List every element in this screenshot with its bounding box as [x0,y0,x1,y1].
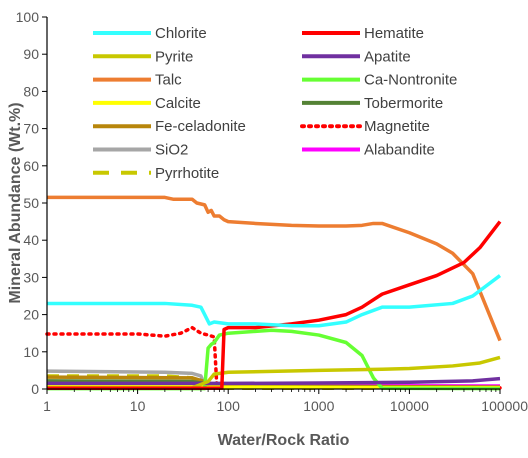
x-tick-label: 100 [217,398,241,414]
series-lines [45,195,502,391]
series-line-apatite [47,376,501,386]
legend-item-sio2: SiO2 [93,142,188,159]
y-tick-label: 50 [23,195,39,211]
y-tick-label: 100 [16,9,40,25]
legend-label: Tobermorite [364,95,443,112]
legend-item-ca-nontronite: Ca-Nontronite [302,72,457,89]
legend-item-apatite: Apatite [302,48,411,65]
legend-item-chlorite: Chlorite [93,25,207,42]
y-tick-label: 60 [23,158,39,174]
legend-item-pyrite: Pyrite [93,48,193,65]
legend-label: Hematite [364,25,424,42]
legend-label: Talc [155,72,182,89]
legend-label: Chlorite [155,25,207,42]
series-line-talc [47,195,502,342]
x-tick-label: 10 [130,398,146,414]
legend-label: Pyrrhotite [155,165,219,182]
series-line-pyrite [47,355,501,390]
legend-label: SiO2 [155,142,188,159]
y-tick-label: 20 [23,307,39,323]
x-tick-label: 1000 [303,398,334,414]
y-axis-title: Mineral Abundance (Wt.%) [7,102,24,303]
y-tick-label: 80 [23,83,39,99]
x-tick-label: 100000 [481,398,528,414]
legend-label: Apatite [364,48,411,65]
x-axis-title: Water/Rock Ratio [218,432,350,449]
y-tick-label: 70 [23,121,39,137]
series-line-hematite [47,220,502,391]
legend-label: Fe-celadonite [155,118,246,135]
legend-label: Pyrite [155,48,193,65]
legend-label: Ca-Nontronite [364,72,457,89]
y-tick-label: 90 [23,46,39,62]
legend-item-pyrrhotite: Pyrrhotite [93,165,219,182]
y-tick-label: 40 [23,232,39,248]
x-tick-label: 10000 [390,398,429,414]
legend-item-magnetite: Magnetite [300,118,430,135]
y-tick-label: 30 [23,269,39,285]
legend-item-tobermorite: Tobermorite [302,95,443,112]
legend-label: Magnetite [364,118,430,135]
legend-item-alabandite: Alabandite [302,142,435,159]
legend-item-calcite: Calcite [93,95,201,112]
y-tick-label: 0 [31,381,39,397]
legend-item-talc: Talc [93,72,182,89]
series-line-magnetite [45,325,502,390]
legend-item-hematite: Hematite [302,25,424,42]
legend-item-fe-celadonite: Fe-celadonite [93,118,246,135]
legend-label: Calcite [155,95,201,112]
legend: Chlorite Pyrite Talc Calcite Fe-celadonite Si… [93,25,457,182]
series-line-chlorite [47,274,502,328]
x-tick-label: 1 [43,398,51,414]
y-tick-label: 10 [23,344,39,360]
series-line-ca-nontronite [47,328,501,391]
legend-label: Alabandite [364,142,435,159]
